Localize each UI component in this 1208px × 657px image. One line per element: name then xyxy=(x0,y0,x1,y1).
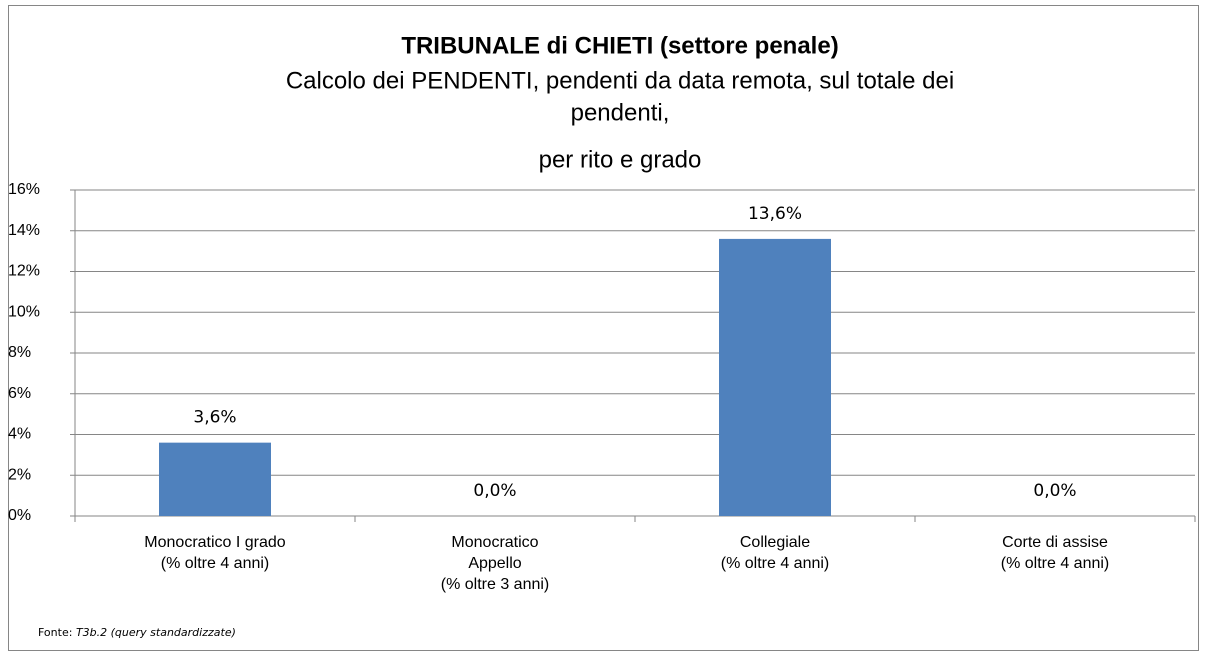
y-tick-label: 4% xyxy=(8,426,31,443)
x-tick-label-line: Monocratico xyxy=(451,534,538,551)
x-tick-label-line: (% oltre 3 anni) xyxy=(441,576,550,593)
x-tick-label: Corte di assise (% oltre 4 anni) xyxy=(1001,534,1110,572)
source-text: T3b.2 (query standardizzate) xyxy=(76,626,236,639)
y-tick-label: 8% xyxy=(8,344,31,361)
data-label: 0,0% xyxy=(473,481,516,501)
x-tick-label-line: (% oltre 4 anni) xyxy=(161,555,270,572)
y-tick-label: 2% xyxy=(8,466,31,483)
bar xyxy=(719,238,831,516)
chart-subtitle: Calcolo dei PENDENTI, pendenti da data r… xyxy=(286,67,954,94)
y-tick-label: 12% xyxy=(8,263,40,280)
x-tick-label-line: (% oltre 4 anni) xyxy=(1001,555,1110,572)
y-tick-label: 14% xyxy=(8,222,40,239)
bar xyxy=(159,442,271,516)
y-tick-label: 10% xyxy=(8,303,40,320)
x-tick-label-line: Collegiale xyxy=(740,534,810,551)
data-label: 3,6% xyxy=(193,408,236,428)
source-label: Fonte: xyxy=(38,626,72,639)
x-tick-label-line: Monocratico I grado xyxy=(144,534,286,551)
source: Fonte: T3b.2 (query standardizzate) xyxy=(38,626,236,639)
x-tick-label-line: Appello xyxy=(468,555,521,572)
x-tick-label: Monocratico Appello (% oltre 3 anni) xyxy=(441,534,550,593)
chart-border xyxy=(8,5,1199,651)
x-tick-label-line: (% oltre 4 anni) xyxy=(721,555,830,572)
data-label: 13,6% xyxy=(748,204,802,224)
x-tick-label-line: Corte di assise xyxy=(1002,534,1108,551)
chart-subtitle: per rito e grado xyxy=(539,146,702,173)
y-tick-label: 0% xyxy=(8,507,31,524)
data-label: 0,0% xyxy=(1033,481,1076,501)
x-tick-label: Monocratico I grado (% oltre 4 anni) xyxy=(144,534,286,572)
y-tick-label: 6% xyxy=(8,385,31,402)
chart-title: TRIBUNALE di CHIETI (settore penale) xyxy=(401,32,838,59)
y-tick-label: 16% xyxy=(8,181,40,198)
x-tick-label: Collegiale (% oltre 4 anni) xyxy=(721,534,830,572)
chart-subtitle: pendenti, xyxy=(571,99,670,126)
